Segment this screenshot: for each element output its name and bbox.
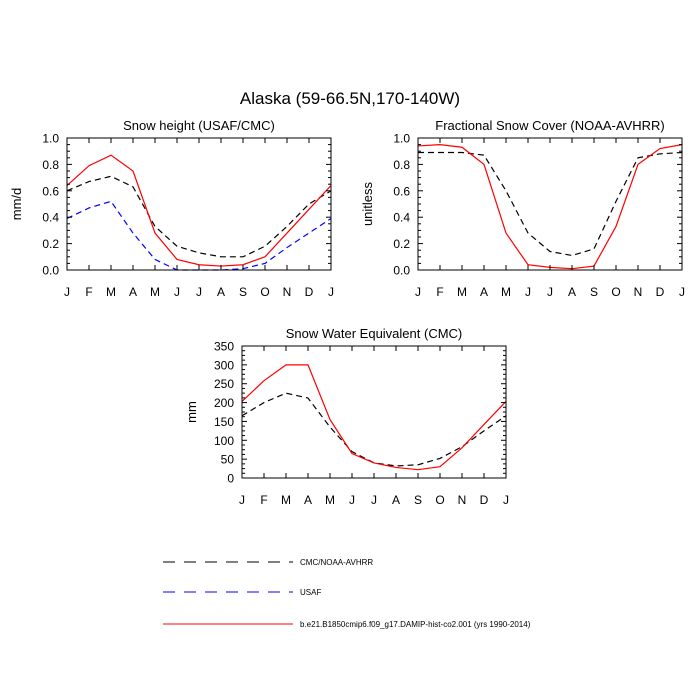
y-tick-label: 150 [214, 415, 234, 429]
x-tick-label: J [525, 285, 531, 299]
y-tick-label: 0.2 [42, 237, 59, 251]
x-tick-label: N [634, 285, 643, 299]
x-tick-label: J [174, 285, 180, 299]
x-tick-label: J [64, 285, 70, 299]
y-tick-label: 0.6 [393, 184, 410, 198]
x-tick-label: N [458, 493, 467, 507]
legend: CMC/NOAA-AVHRR USAF b.e21.B1850cmip6.f09_g… [163, 558, 531, 629]
series-line-0 [241, 392, 507, 467]
x-tick-label: J [196, 285, 202, 299]
y-tick-label: 0 [227, 472, 234, 486]
x-tick-label: D [656, 285, 665, 299]
x-tick-label: J [239, 493, 245, 507]
x-tick-label: F [436, 285, 443, 299]
y-axis-label: unitless [360, 181, 375, 226]
y-tick-label: 0.8 [393, 158, 410, 172]
legend-label-2: b.e21.B1850cmip6.f09_g17.DAMIP-hist-co2.… [300, 620, 531, 629]
plot-frame [417, 137, 683, 271]
y-tick-label: 350 [214, 340, 234, 354]
series-line-2 [66, 154, 332, 267]
y-tick-label: 50 [221, 453, 235, 467]
x-tick-label: M [281, 493, 291, 507]
x-tick-label: M [150, 285, 160, 299]
panel-title: Snow Water Equivalent (CMC) [286, 326, 463, 341]
y-tick-label: 200 [214, 396, 234, 410]
x-tick-label: O [260, 285, 269, 299]
x-tick-label: J [503, 493, 509, 507]
x-tick-label: J [349, 493, 355, 507]
x-tick-label: S [590, 285, 598, 299]
panel-title: Snow height (USAF/CMC) [123, 118, 275, 133]
x-tick-label: A [217, 285, 225, 299]
x-tick-label: D [305, 285, 314, 299]
y-tick-label: 300 [214, 358, 234, 372]
x-tick-label: J [547, 285, 553, 299]
y-tick-label: 0.0 [42, 264, 59, 278]
legend-label-1: USAF [300, 588, 321, 597]
x-tick-label: J [371, 493, 377, 507]
y-tick-label: 250 [214, 377, 234, 391]
x-tick-label: J [328, 285, 334, 299]
y-axis-label: mm [184, 401, 199, 423]
y-tick-label: 0.4 [42, 211, 59, 225]
panel-fractional-snow-cover: J F M A M J J A S O N D J0.00.20.40.60.81.0Fractiona… [360, 118, 685, 299]
series-line-1 [241, 364, 507, 471]
x-tick-label: S [239, 285, 247, 299]
x-tick-label: A [392, 493, 400, 507]
x-tick-label: A [304, 493, 312, 507]
x-tick-label: M [501, 285, 511, 299]
x-tick-label: F [85, 285, 92, 299]
y-tick-label: 0.4 [393, 211, 410, 225]
x-tick-label: N [283, 285, 292, 299]
x-tick-label: M [457, 285, 467, 299]
x-tick-label: J [679, 285, 685, 299]
series-line-1 [417, 143, 683, 270]
x-tick-label: O [611, 285, 620, 299]
plot-frame [241, 345, 507, 479]
x-tick-label: A [129, 285, 137, 299]
y-tick-label: 1.0 [393, 132, 410, 146]
x-tick-label: A [568, 285, 576, 299]
y-tick-label: 0.6 [42, 184, 59, 198]
x-tick-label: F [260, 493, 267, 507]
series-line-1 [66, 200, 332, 271]
x-tick-label: M [325, 493, 335, 507]
y-tick-label: 1.0 [42, 132, 59, 146]
y-tick-label: 0.8 [42, 158, 59, 172]
x-tick-label: A [480, 285, 488, 299]
x-tick-label: J [415, 285, 421, 299]
series-line-0 [418, 151, 683, 257]
y-tick-label: 100 [214, 434, 234, 448]
y-tick-label: 0.0 [393, 264, 410, 278]
panel-title: Fractional Snow Cover (NOAA-AVHRR) [435, 118, 664, 133]
x-tick-label: S [414, 493, 422, 507]
legend-label-0: CMC/NOAA-AVHRR [300, 558, 373, 567]
y-axis-label: mm/d [9, 188, 24, 221]
x-tick-label: O [435, 493, 444, 507]
figure-title: Alaska (59-66.5N,170-140W) [240, 89, 460, 108]
y-tick-label: 0.2 [393, 237, 410, 251]
x-tick-label: D [480, 493, 489, 507]
x-tick-label: M [106, 285, 116, 299]
